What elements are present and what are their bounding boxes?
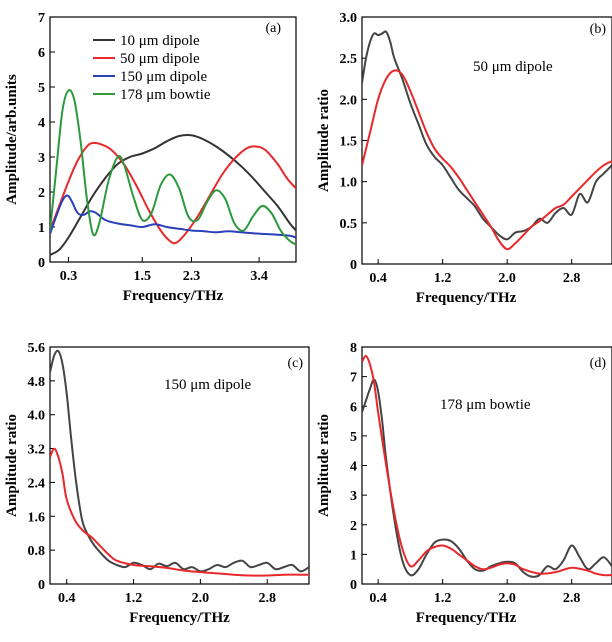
x-tick-label: 2.0 xyxy=(498,591,516,606)
y-tick-label: 1.5 xyxy=(340,135,358,150)
y-tick-label: 5.6 xyxy=(28,341,46,356)
series-line-2 xyxy=(50,447,309,577)
panel-b: 0 0.5 1.0 1.5 2.0 2.5 3.0 0.4 1.2 2.0 2.8 Frequency… xyxy=(316,11,612,306)
x-tick-label: 0.4 xyxy=(369,591,387,606)
y-tick-label: 4.0 xyxy=(28,409,46,424)
y-tick-label: 3 xyxy=(350,489,357,504)
legend-label-3: 150 μm dipole xyxy=(120,69,208,85)
y-tick-label: 1.0 xyxy=(340,176,358,191)
y-axis-label: Amplitude ratio xyxy=(4,414,20,517)
x-tick-label: 2.8 xyxy=(563,271,581,286)
y-tick-label: 1 xyxy=(350,548,357,563)
legend-label-4: 178 μm bowtie xyxy=(120,87,211,103)
y-tick-label: 2.5 xyxy=(340,52,358,67)
y-tick-label: 4 xyxy=(38,116,45,131)
y-tick-label: 0 xyxy=(38,578,45,593)
y-tick-label: 1.6 xyxy=(28,510,46,525)
legend-label-1: 10 μm dipole xyxy=(120,33,200,49)
x-tick-label: 0.4 xyxy=(369,271,387,286)
y-tick-label: 0 xyxy=(350,258,357,273)
y-tick-label: 5 xyxy=(350,430,357,445)
y-tick-label: 2.4 xyxy=(28,476,46,491)
plot-frame xyxy=(49,346,310,585)
x-tick-label: 2.0 xyxy=(192,591,210,606)
y-tick-label: 5 xyxy=(38,81,45,96)
panel-a: 0 1 2 3 4 5 6 7 0.3 1.5 2.3 3.4 Frequency/THz Amplitu… xyxy=(4,11,297,304)
x-tick-label: 3.4 xyxy=(250,269,268,284)
x-tick-label: 0.4 xyxy=(58,591,76,606)
y-tick-label: 4 xyxy=(350,460,357,475)
panel-annotation: 50 μm dipole xyxy=(473,59,553,75)
y-tick-label: 0 xyxy=(350,578,357,593)
series-line-1 xyxy=(50,349,309,573)
panel-c: 0 0.8 1.6 2.4 3.2 4.0 4.8 5.6 0.4 1.2 2.0 2.8 Freque… xyxy=(4,341,310,626)
series-line-2 xyxy=(50,141,296,245)
x-tick-label: 2.8 xyxy=(258,591,276,606)
panel-tag: (d) xyxy=(590,356,607,371)
y-tick-label: 3.2 xyxy=(28,443,46,458)
y-tick-label: 7 xyxy=(350,371,357,386)
plot-frame xyxy=(49,16,297,263)
y-tick-label: 3 xyxy=(38,151,45,166)
plot-area xyxy=(50,89,296,256)
y-tick-label: 6 xyxy=(350,400,357,415)
y-tick-label: 0.5 xyxy=(340,217,358,232)
y-axis-label: Amplitude ratio xyxy=(316,89,332,192)
panel-tag: (c) xyxy=(287,356,303,371)
y-tick-label: 3.0 xyxy=(340,11,358,26)
panel-tag: (b) xyxy=(590,22,607,37)
y-tick-label: 2.0 xyxy=(340,93,358,108)
y-axis-label: Amplitude/arb.units xyxy=(4,74,20,205)
panel-tag: (a) xyxy=(265,21,281,36)
x-axis-label: Frequency/THz xyxy=(416,610,517,626)
y-tick-label: 2 xyxy=(350,519,357,534)
x-tick-label: 0.3 xyxy=(60,269,78,284)
x-axis-label: Frequency/THz xyxy=(123,288,224,304)
y-tick-label: 8 xyxy=(350,341,357,356)
y-tick-label: 6 xyxy=(38,46,45,61)
plot-area xyxy=(362,30,612,251)
x-tick-label: 2.8 xyxy=(563,591,581,606)
y-axis-label: Amplitude ratio xyxy=(316,414,332,517)
y-tick-label: 2 xyxy=(38,186,45,201)
x-tick-label: 1.2 xyxy=(434,271,452,286)
y-tick-label: 4.8 xyxy=(28,375,46,390)
series-line-1 xyxy=(362,30,612,241)
y-tick-label: 7 xyxy=(38,11,45,26)
series-line-1 xyxy=(362,378,612,578)
plot-frame xyxy=(361,16,612,265)
x-axis-label: Frequency/THz xyxy=(416,290,517,306)
legend-label-2: 50 μm dipole xyxy=(120,51,200,67)
panel-annotation: 178 μm bowtie xyxy=(440,397,531,413)
x-tick-label: 2.0 xyxy=(498,271,516,286)
y-tick-label: 0.8 xyxy=(28,544,46,559)
x-tick-label: 1.5 xyxy=(134,269,152,284)
series-line-2 xyxy=(362,354,612,577)
y-tick-label: 1 xyxy=(38,221,45,236)
plot-area xyxy=(50,349,309,577)
panel-d: 0 1 2 3 4 5 6 7 8 0.4 1.2 2.0 2.8 Frequency/THz Amplit… xyxy=(316,341,612,626)
series-line-4 xyxy=(50,89,296,246)
series-line-2 xyxy=(362,69,612,251)
panel-annotation: 150 μm dipole xyxy=(164,377,252,393)
y-tick-label: 0 xyxy=(38,256,45,271)
x-tick-label: 2.3 xyxy=(183,269,201,284)
x-tick-label: 1.2 xyxy=(434,591,452,606)
x-axis-label: Frequency/THz xyxy=(129,610,230,626)
plot-area xyxy=(362,354,612,578)
series-line-3 xyxy=(50,194,296,239)
x-tick-label: 1.2 xyxy=(125,591,143,606)
legend: 10 μm dipole 50 μm dipole 150 μm dipole 178… xyxy=(93,33,211,103)
